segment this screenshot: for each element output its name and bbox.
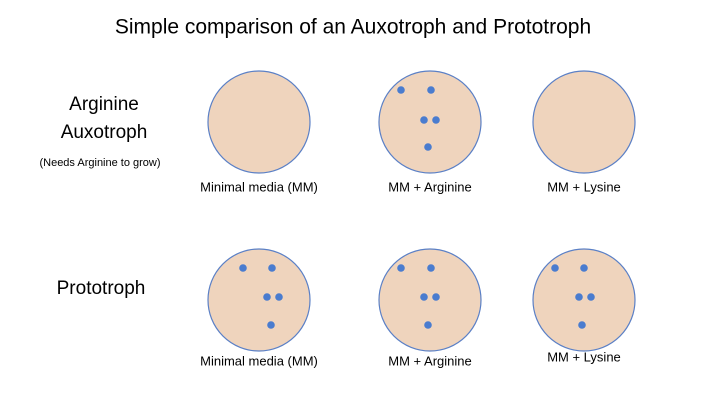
row-note: (Needs Arginine to grow) — [39, 157, 160, 169]
plate-label: MM + Lysine — [547, 349, 621, 364]
row-label: Prototroph — [57, 278, 146, 299]
plate-label: MM + Lysine — [547, 179, 621, 194]
plate — [378, 70, 482, 174]
plate — [207, 70, 311, 174]
row-label: Arginine — [69, 94, 139, 115]
plate-label: Minimal media (MM) — [200, 179, 318, 194]
colonies — [551, 264, 595, 329]
colonies — [239, 264, 283, 329]
plate-label: MM + Arginine — [388, 353, 471, 368]
plate — [378, 248, 482, 352]
plate — [207, 248, 311, 352]
plate-label: MM + Arginine — [388, 179, 471, 194]
plate — [532, 70, 636, 174]
title: Simple comparison of an Auxotroph and Pr… — [115, 16, 591, 39]
plate-label: Minimal media (MM) — [200, 353, 318, 368]
plate — [532, 248, 636, 352]
row-label: Auxotroph — [61, 122, 148, 143]
colonies — [397, 264, 440, 329]
colonies — [397, 86, 440, 151]
